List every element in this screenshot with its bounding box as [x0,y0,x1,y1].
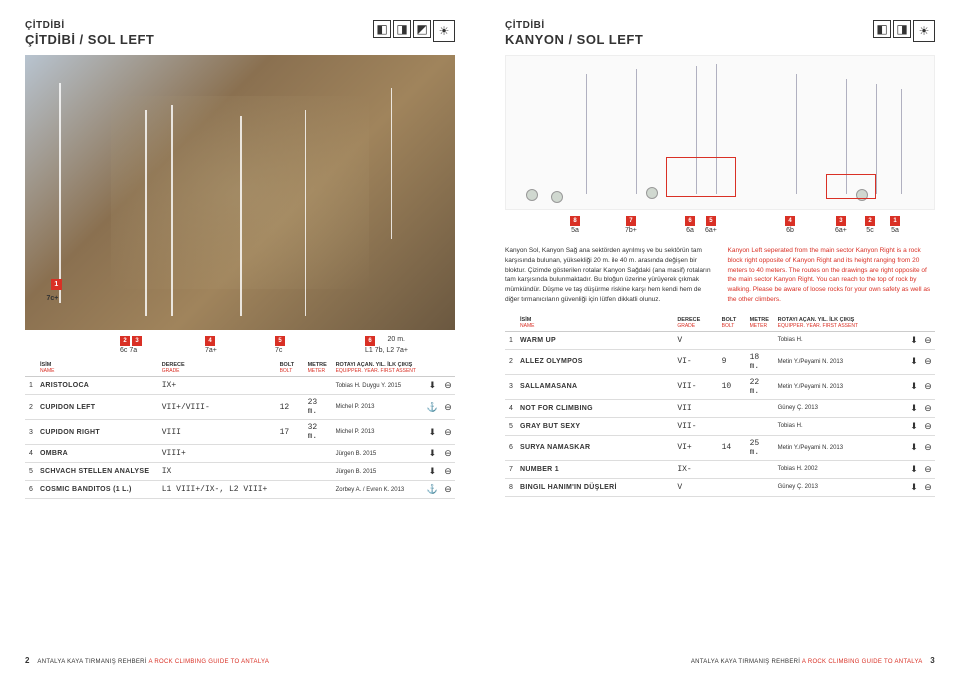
anchor-icon: ⬇ [424,377,441,395]
description-en: Kanyon Left seperated from the main sect… [728,246,936,305]
compass-icon: ◧ [873,20,891,38]
route-grade-label: 7c+ [47,295,59,302]
anchor-icon: ⬇ [907,460,921,478]
left-header: ÇİTDİBİ ÇİTDİBİ / SOL LEFT ◧ ◨ ◩ ☀ [25,20,455,47]
bolt-icon: ⊖ [441,463,455,481]
route-marker: 2 [120,336,130,346]
route-marker: 7 [626,216,636,226]
compass-icon-2: ◨ [893,20,911,38]
bolt-icon: ⊖ [921,435,935,460]
route-marker: 4 [785,216,795,226]
bolt-icon: ⊖ [921,478,935,496]
right-header: ÇİTDİBİ KANYON / SOL LEFT ◧ ◨ ☀ [505,20,935,47]
table-row: 5 SCHVACH STELLEN ANALYSE IX Jürgen B. 2… [25,463,455,481]
bolt-icon: ⊖ [441,420,455,445]
route-marker: 1 [890,216,900,226]
table-row: 5 GRAY BUT SEXY VII- Tobias H. ⬇ ⊖ [505,417,935,435]
bolt-icon: ⊖ [921,417,935,435]
route-marker: 6 [365,336,375,346]
route-marker: 5 [706,216,716,226]
anchor-icon: ⬇ [424,445,441,463]
description: Kanyon Sol, Kanyon Sağ ana sektörden ayr… [505,246,935,305]
routes-table-right: İSİMNAME DERECEGRADE BOLTBOLT METREMETER… [505,315,935,497]
route-marker: 5 [275,336,285,346]
topo-grade-row: 85a77b+66a56a+46b36a+25c15a [505,216,935,238]
sector-name: ÇİTDİBİ / SOL LEFT [25,32,154,47]
anchor-icon: ⚓ [424,481,441,499]
anchor-icon: ⬇ [424,463,441,481]
table-row: 4 OMBRA VIII+ Jürgen B. 2015 ⬇ ⊖ [25,445,455,463]
sun-icon: ☀ [433,20,455,42]
table-row: 4 NOT FOR CLIMBING VII Güney Ç. 2013 ⬇ ⊖ [505,399,935,417]
bolt-icon: ⊖ [441,395,455,420]
bolt-icon: ⊖ [921,399,935,417]
route-marker: 8 [570,216,580,226]
anchor-icon: ⬇ [907,331,921,349]
compass-icon-3: ◩ [413,20,431,38]
table-row: 6 COSMIC BANDITOS (1 L.) L1 VIII+/IX-, L… [25,481,455,499]
sun-icon: ☀ [913,20,935,42]
route-marker: 1 [51,279,62,290]
route-marker: 4 [205,336,215,346]
bolt-icon: ⊖ [921,331,935,349]
anchor-icon: ⬇ [424,420,441,445]
crag-photo: 1 7c+ [25,55,455,330]
site-name: ÇİTDİBİ [25,20,154,31]
table-row: 7 NUMBER 1 IX- Tobias H. 2002 ⬇ ⊖ [505,460,935,478]
table-row: 1 ARISTOLOCA IX+ Tobias H. Duygu Y. 2015… [25,377,455,395]
anchor-icon: ⚓ [424,395,441,420]
bolt-icon: ⊖ [441,377,455,395]
aspect-icons: ◧ ◨ ◩ ☀ [373,20,455,42]
anchor-icon: ⬇ [907,399,921,417]
table-row: 2 CUPIDON LEFT VII+/VIII- 12 23 m. Miche… [25,395,455,420]
route-marker: 2 [865,216,875,226]
routes-table-left: İSİMNAME DERECEGRADE BOLTBOLT METREMETER… [25,360,455,499]
anchor-icon: ⬇ [907,349,921,374]
footer-right: ANTALYA KAYA TIRMANIŞ REHBERİ A ROCK CLI… [691,656,935,665]
anchor-icon: ⬇ [907,417,921,435]
bolt-icon: ⊖ [921,460,935,478]
bolt-icon: ⊖ [441,481,455,499]
route-marker: 3 [132,336,142,346]
route-marker: 6 [685,216,695,226]
bolt-icon: ⊖ [921,349,935,374]
route-marker: 3 [836,216,846,226]
right-page: ÇİTDİBİ KANYON / SOL LEFT ◧ ◨ ☀ [480,0,960,677]
table-row: 3 CUPIDON RIGHT VIII 17 32 m. Michel P. … [25,420,455,445]
bolt-icon: ⊖ [921,374,935,399]
compass-icon-2: ◨ [393,20,411,38]
description-tr: Kanyon Sol, Kanyon Sağ ana sektörden ayr… [505,246,713,305]
table-row: 2 ALLEZ OLYMPOS VI- 9 18 m. Metin Y./Pey… [505,349,935,374]
footer-left: 2 ANTALYA KAYA TIRMANIŞ REHBERİ A ROCK C… [25,656,269,665]
bolt-icon: ⊖ [441,445,455,463]
anchor-icon: ⬇ [907,435,921,460]
table-row: 1 WARM UP V Tobias H. ⬇ ⊖ [505,331,935,349]
table-row: 8 BINGIL HANIM'IN DÜŞLERİ V Güney Ç. 201… [505,478,935,496]
sector-name: KANYON / SOL LEFT [505,32,643,47]
table-row: 6 SURYA NAMASKAR VI+ 14 25 m. Metin Y./P… [505,435,935,460]
table-row: 3 SALLAMASANA VII- 10 22 m. Metin Y./Pey… [505,374,935,399]
anchor-icon: ⬇ [907,374,921,399]
left-page: ÇİTDİBİ ÇİTDİBİ / SOL LEFT ◧ ◨ ◩ ☀ 1 7c+… [0,0,480,677]
anchor-icon: ⬇ [907,478,921,496]
site-name: ÇİTDİBİ [505,20,643,31]
aspect-icons: ◧ ◨ ☀ [873,20,935,42]
compass-icon: ◧ [373,20,391,38]
topo-drawing [505,55,935,210]
